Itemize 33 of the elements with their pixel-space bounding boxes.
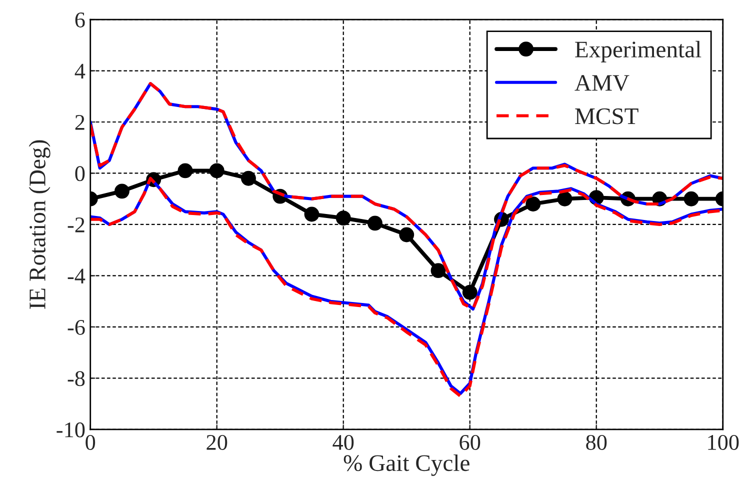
x-tick-label: 100 <box>708 434 739 450</box>
point <box>114 184 130 199</box>
y-tick-label: -6 <box>68 320 85 335</box>
legend-label: AMV <box>574 75 630 92</box>
x-tick-label: 60 <box>460 434 480 450</box>
point <box>399 227 414 242</box>
y-tick-label: -4 <box>68 268 86 284</box>
point <box>178 163 193 178</box>
legend-label: MCST <box>575 108 638 124</box>
point <box>336 210 351 226</box>
point <box>304 206 320 222</box>
point <box>241 170 256 186</box>
x-tick-label: 80 <box>586 434 607 450</box>
point <box>368 216 382 231</box>
y-tick-label: 4 <box>74 64 86 78</box>
y-axis-title: IE Rotation (Deg) <box>28 140 50 309</box>
y-tick-label: -8 <box>68 371 85 386</box>
point <box>557 191 572 206</box>
x-axis-title: % Gait Cycle <box>344 454 470 476</box>
y-tick-label: 0 <box>75 166 85 182</box>
y-tick-label: 2 <box>75 114 84 130</box>
x-tick-label: 40 <box>332 434 354 450</box>
point <box>462 284 478 300</box>
y-tick-label: 6 <box>75 12 85 28</box>
x-tick-label: 0 <box>86 434 96 450</box>
point <box>209 163 224 178</box>
point <box>526 196 541 212</box>
y-tick-label: -10 <box>56 422 85 438</box>
point <box>684 191 699 206</box>
point <box>430 263 446 278</box>
legend-label: Experimental <box>575 40 702 62</box>
x-tick-label: 20 <box>206 434 228 450</box>
y-tick-label: -2 <box>68 217 84 232</box>
